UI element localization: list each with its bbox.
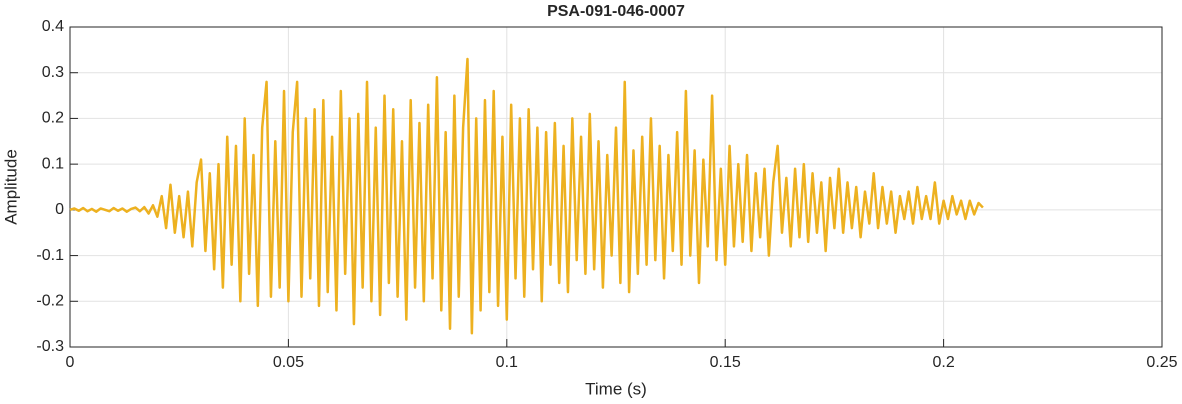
x-tick-label: 0.2 xyxy=(932,354,954,371)
y-tick-label: 0.4 xyxy=(42,18,64,35)
signal-line xyxy=(69,57,984,335)
x-tick-label: 0.05 xyxy=(273,354,304,371)
x-tick-label: 0.1 xyxy=(496,354,518,371)
y-tick-label: 0.2 xyxy=(42,110,64,127)
x-axis-label: Time (s) xyxy=(585,379,647,398)
x-tick-label: 0.15 xyxy=(710,354,741,371)
y-tick-label: 0 xyxy=(55,201,64,218)
y-tick-label: -0.3 xyxy=(36,338,64,355)
plot-frame xyxy=(69,26,1163,348)
y-tick-label: 0.1 xyxy=(42,155,64,172)
x-tick-label: 0.25 xyxy=(1146,354,1177,371)
y-tick-label: -0.1 xyxy=(36,247,64,264)
y-tick-label: 0.3 xyxy=(42,64,64,81)
x-tick-label: 0 xyxy=(66,354,75,371)
chart-title: PSA-091-046-0007 xyxy=(547,3,685,20)
y-axis-label: Amplitude xyxy=(1,149,20,225)
y-tick-label: -0.2 xyxy=(36,293,64,310)
